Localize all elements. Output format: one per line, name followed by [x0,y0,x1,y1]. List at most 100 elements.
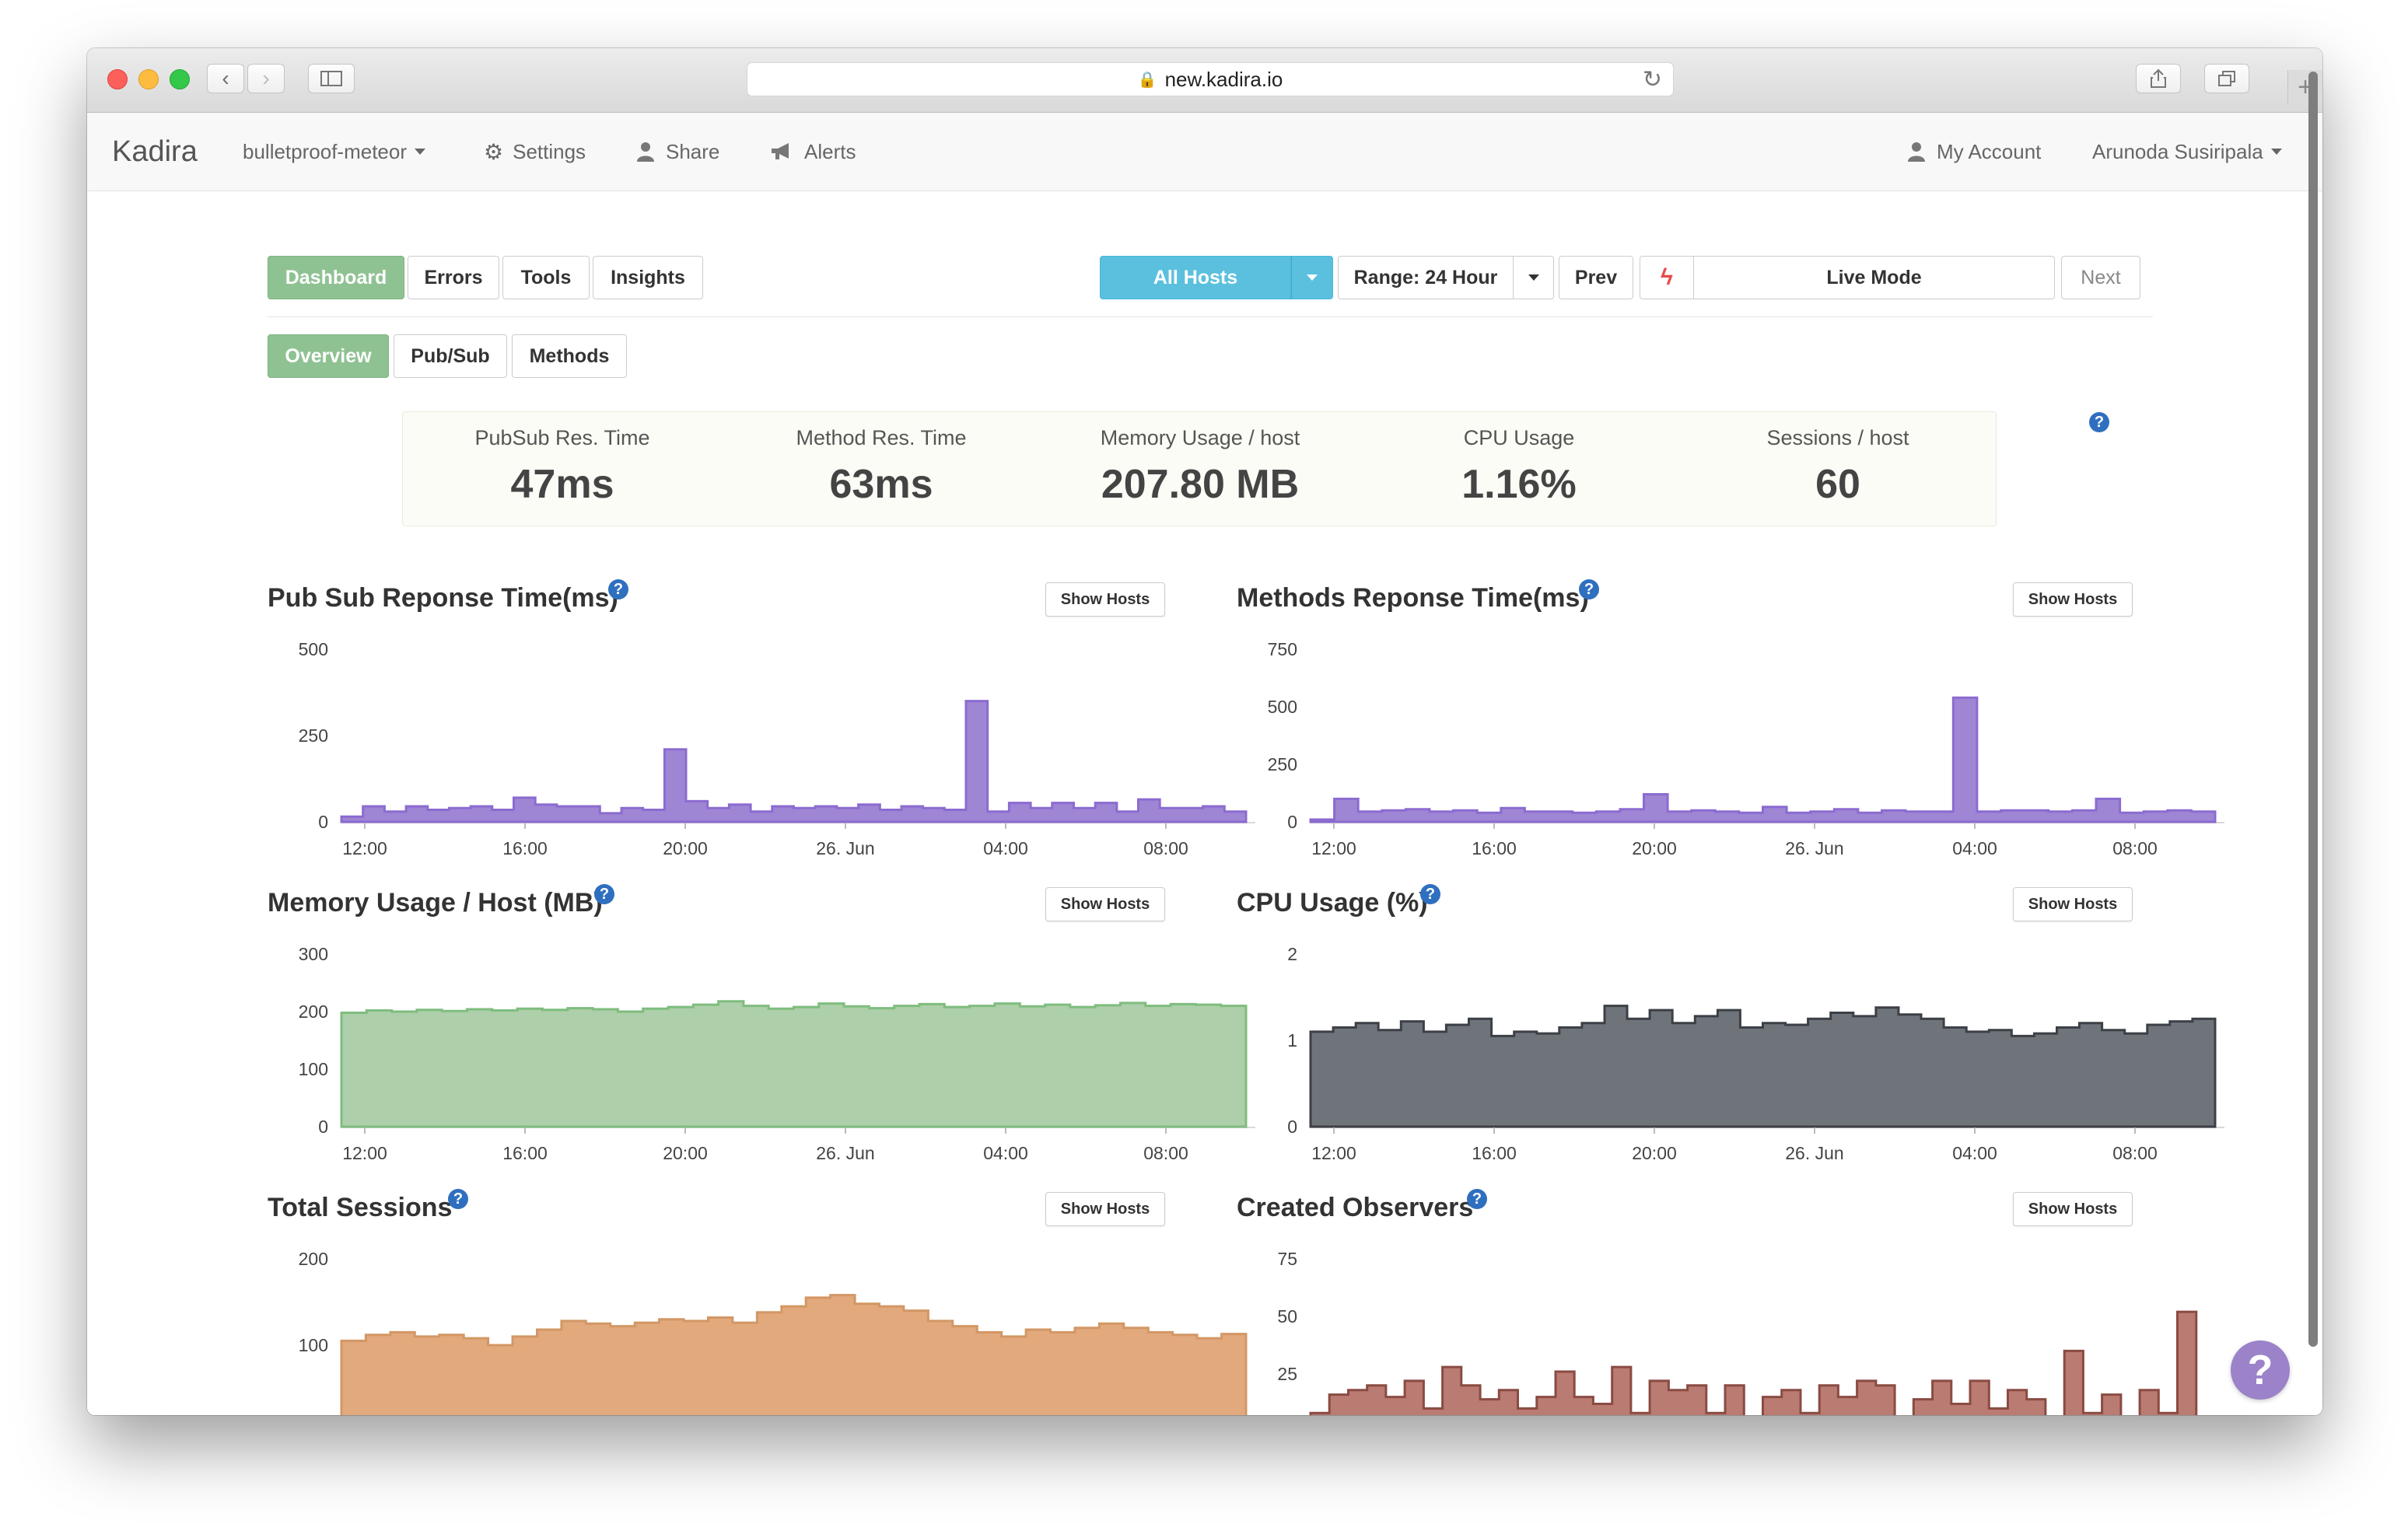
live-bolt-icon[interactable]: ϟ [1640,256,1694,299]
x-tick-label: 26. Jun [1785,1143,1843,1163]
stat-value: 60 [1815,462,1860,507]
page-content: Kadira bulletproof-meteor ⚙ Settings Shar… [87,113,2322,1415]
range-selector[interactable]: Range: 24 Hour [1338,256,1514,299]
y-tick-label: 0 [318,1117,328,1137]
sidebar-toggle-icon[interactable] [308,64,355,93]
gear-icon: ⚙ [484,139,504,164]
x-tick-label: 12:00 [342,838,387,858]
url-text: new.kadira.io [1164,67,1283,91]
y-tick-label: 25 [1277,1364,1297,1384]
show-hosts-button[interactable]: Show Hosts [2013,1192,2133,1226]
stat-memory-usage: Memory Usage / host 207.80 MB [1041,412,1360,508]
help-icon[interactable]: ? [448,1189,468,1209]
help-icon[interactable]: ? [1467,1189,1487,1209]
y-tick-label: 500 [1268,697,1297,717]
stats-help-icon[interactable]: ? [2089,412,2109,432]
hosts-selector[interactable]: All Hosts [1100,256,1291,299]
chart-title-memory: Memory Usage / Host (MB) [268,888,603,918]
x-tick-label: 16:00 [502,838,548,858]
subtab-overview[interactable]: Overview [268,334,389,378]
help-icon[interactable]: ? [594,884,614,904]
y-tick-label: 2 [1287,944,1297,964]
stat-label: Memory Usage / host [1100,426,1300,449]
stat-label: PubSub Res. Time [474,426,650,449]
y-tick-label: 1 [1287,1030,1297,1050]
close-window-button[interactable] [107,69,128,89]
show-hosts-button[interactable]: Show Hosts [1045,582,1165,617]
page-scrollbar[interactable] [2308,72,2318,1347]
help-icon[interactable]: ? [1579,579,1599,599]
y-tick-label: 75 [1277,1249,1297,1269]
x-tick-label: 20:00 [663,838,708,858]
help-icon[interactable]: ? [608,579,628,599]
next-button[interactable]: Next [2061,256,2140,299]
help-icon[interactable]: ? [1420,884,1440,904]
stat-label: Sessions / host [1766,426,1909,449]
tab-dashboard[interactable]: Dashboard [268,256,404,299]
account-icon [1908,142,1925,162]
chart-title-pubsub: Pub Sub Reponse Time(ms) [268,583,618,613]
bullhorn-icon [772,143,789,159]
share-page-icon[interactable] [2136,64,2181,93]
x-tick-label: 08:00 [2112,1143,2158,1163]
support-help-bubble[interactable]: ? [2231,1341,2290,1400]
chart-cpu-usage: 0 1 2 12:00 16:00 20:00 26. Jun 04:00 08:00 [1287,944,2224,1163]
x-tick-label: 20:00 [1632,838,1677,858]
y-tick-label: 300 [299,944,328,964]
chevron-down-icon [2270,149,2282,155]
tab-tools[interactable]: Tools [502,256,590,299]
chart-title-methods: Methods Reponse Time(ms) [1237,583,1589,613]
show-hosts-button[interactable]: Show Hosts [1045,1192,1165,1226]
nav-alerts[interactable]: Alerts [770,113,856,191]
nav-settings[interactable]: ⚙ Settings [484,113,586,191]
x-tick-label: 26. Jun [816,838,874,858]
reload-icon[interactable]: ↻ [1642,67,1662,93]
tab-errors[interactable]: Errors [408,256,499,299]
user-menu[interactable]: Arunoda Susiripala [2092,113,2282,191]
stat-label: CPU Usage [1463,426,1575,449]
subtab-pubsub[interactable]: Pub/Sub [394,334,507,378]
subtab-methods[interactable]: Methods [512,334,627,378]
y-tick-label: 250 [299,725,328,746]
x-tick-label: 08:00 [2112,838,2158,858]
forward-icon[interactable]: › [247,64,285,93]
y-tick-label: 100 [299,1059,328,1079]
hosts-dropdown[interactable] [1291,256,1333,299]
nav-share[interactable]: Share [636,113,719,191]
y-tick-label: 500 [299,639,328,659]
zoom-window-button[interactable] [170,69,190,89]
live-mode-button[interactable]: Live Mode [1694,256,2055,299]
chevron-down-icon [1528,274,1539,281]
x-tick-label: 12:00 [1311,1143,1356,1163]
tab-insights[interactable]: Insights [593,256,703,299]
app-selector[interactable]: bulletproof-meteor [243,113,425,191]
stat-pubsub-res-time: PubSub Res. Time 47ms [403,412,722,508]
x-tick-label: 16:00 [1472,1143,1517,1163]
show-hosts-button[interactable]: Show Hosts [2013,887,2133,921]
brand-logo[interactable]: Kadira [112,135,198,168]
tabs-overview-icon[interactable] [2204,64,2249,93]
nav-my-account[interactable]: My Account [1907,113,2041,191]
chart-title-cpu: CPU Usage (%) [1237,888,1428,918]
address-bar[interactable]: 🔒 new.kadira.io ↻ [747,62,1674,96]
browser-window: ‹ › 🔒 new.kadira.io ↻ + Kadira bulletpro… [87,48,2322,1415]
range-dropdown[interactable] [1514,256,1554,299]
series-area [340,1000,1248,1128]
x-tick-label: 20:00 [1632,1143,1677,1163]
y-tick-label: 250 [1268,754,1297,774]
x-tick-label: 12:00 [342,1143,387,1163]
nav-share-label: Share [666,139,720,163]
top-navbar: Kadira bulletproof-meteor ⚙ Settings Shar… [87,113,2322,191]
chevron-down-icon [1307,274,1318,281]
x-tick-label: 16:00 [1472,838,1517,858]
show-hosts-button[interactable]: Show Hosts [2013,582,2133,617]
y-tick-label: 200 [299,1001,328,1022]
prev-button[interactable]: Prev [1559,256,1633,299]
stat-cpu-usage: CPU Usage 1.16% [1360,412,1678,508]
show-hosts-button[interactable]: Show Hosts [1045,887,1165,921]
back-icon[interactable]: ‹ [207,64,244,93]
minimize-window-button[interactable] [138,69,159,89]
x-tick-label: 20:00 [663,1143,708,1163]
x-tick-label: 04:00 [983,838,1028,858]
